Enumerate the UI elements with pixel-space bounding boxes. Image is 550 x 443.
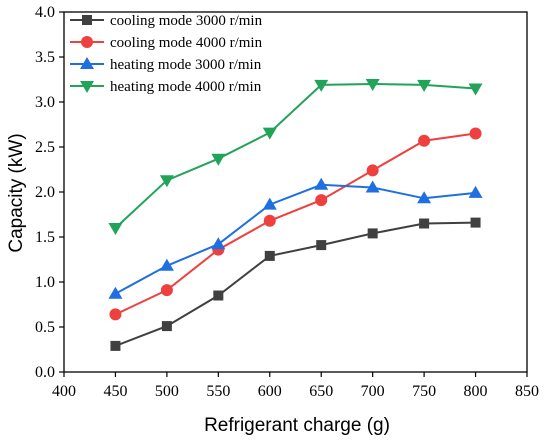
- data-point: [161, 321, 172, 332]
- y-axis-title: Capacity (kW): [6, 133, 27, 252]
- data-point: [263, 214, 276, 227]
- x-tick-label: 800: [464, 383, 488, 400]
- data-point: [417, 191, 432, 204]
- y-tick-label: 0.0: [35, 364, 55, 381]
- series-line-4: [114, 82, 476, 229]
- x-tick-label: 650: [309, 383, 333, 400]
- legend-marker: [81, 36, 93, 48]
- legend-marker: [82, 15, 92, 25]
- data-point: [211, 153, 226, 166]
- data-point: [367, 228, 378, 239]
- series-line-2: [115, 132, 476, 316]
- data-point: [159, 258, 174, 271]
- x-tick-label: 600: [258, 383, 282, 400]
- y-tick-label: 0.5: [35, 319, 55, 336]
- legend-marker: [80, 57, 94, 69]
- data-point: [469, 127, 482, 140]
- x-tick-label: 850: [515, 383, 539, 400]
- data-point: [213, 290, 224, 301]
- x-tick-label: 550: [206, 383, 230, 400]
- x-tick-label: 400: [52, 383, 76, 400]
- data-point: [108, 286, 123, 299]
- data-point: [468, 83, 483, 96]
- x-tick-label: 750: [412, 383, 436, 400]
- legend-marker: [80, 81, 94, 93]
- data-point: [211, 237, 226, 250]
- data-point: [108, 223, 123, 235]
- data-point: [262, 197, 277, 210]
- data-point: [365, 79, 380, 91]
- legend-label: cooling mode 3000 r/min: [110, 13, 263, 29]
- data-point: [417, 79, 432, 92]
- data-point: [366, 164, 379, 177]
- data-point: [316, 240, 327, 251]
- series-line-3: [114, 183, 476, 295]
- legend-label: heating mode 4000 r/min: [110, 79, 262, 95]
- data-point: [470, 217, 481, 228]
- y-tick-label: 2.0: [35, 184, 55, 201]
- data-point: [468, 185, 483, 198]
- y-tick-label: 2.5: [35, 139, 55, 156]
- data-point: [419, 218, 430, 229]
- data-point: [365, 180, 380, 193]
- data-point: [418, 134, 431, 147]
- legend-label: heating mode 3000 r/min: [110, 57, 262, 73]
- legend-label: cooling mode 4000 r/min: [110, 35, 263, 51]
- x-tick-label: 700: [361, 383, 385, 400]
- y-tick-label: 4.0: [35, 4, 55, 21]
- data-point: [262, 127, 277, 140]
- data-point: [314, 79, 329, 92]
- data-point: [314, 177, 329, 190]
- x-tick-label: 500: [155, 383, 179, 400]
- x-tick-label: 450: [103, 383, 127, 400]
- x-axis-title: Refrigerant charge (g): [204, 415, 390, 436]
- y-tick-label: 1.0: [35, 274, 55, 291]
- y-tick-label: 3.5: [35, 49, 55, 66]
- data-point: [109, 308, 122, 321]
- series-line-1: [115, 221, 476, 347]
- y-tick-label: 3.0: [35, 94, 55, 111]
- data-point: [264, 250, 275, 261]
- data-point: [315, 194, 328, 207]
- data-point: [110, 340, 121, 351]
- data-point: [160, 284, 173, 297]
- y-tick-label: 1.5: [35, 229, 55, 246]
- data-point: [159, 175, 174, 188]
